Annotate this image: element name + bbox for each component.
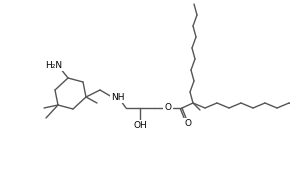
Text: OH: OH	[133, 122, 147, 131]
Text: NH: NH	[111, 93, 125, 102]
Text: O: O	[184, 119, 191, 128]
Text: H₂N: H₂N	[46, 60, 63, 70]
Text: O: O	[164, 103, 171, 113]
